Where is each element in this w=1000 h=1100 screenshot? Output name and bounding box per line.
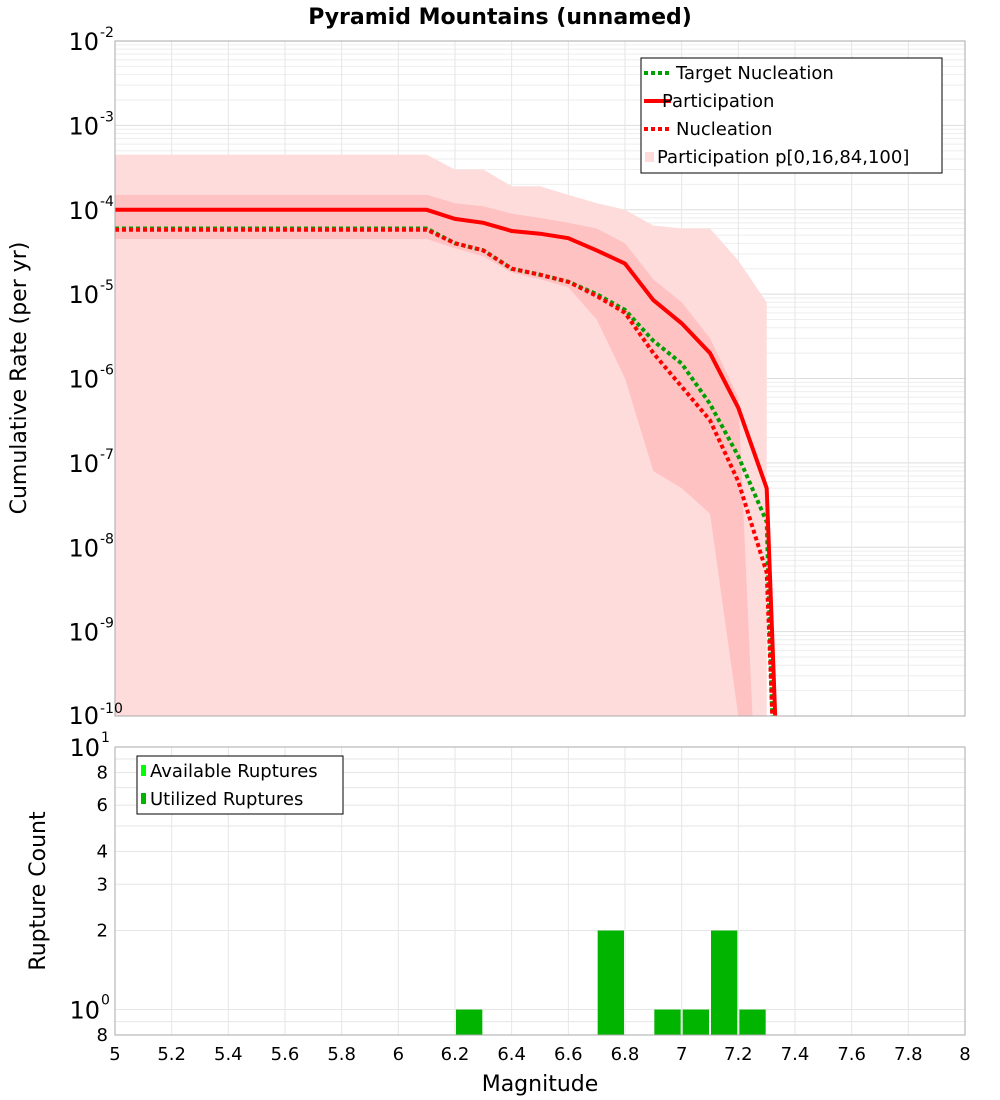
y-tick-label: 10 [69, 997, 100, 1025]
y-tick-label: 10 [68, 28, 99, 56]
y-tick-label: 8 [97, 762, 108, 783]
y-tick-label: 10 [68, 450, 99, 478]
y-tick-label: 10 [68, 534, 99, 562]
x-tick-label: 6.8 [611, 1044, 640, 1065]
chart-title: Pyramid Mountains (unnamed) [308, 5, 692, 30]
rupture-bar [597, 930, 624, 1035]
rupture-bar [711, 930, 738, 1035]
x-tick-label: 5.6 [271, 1044, 300, 1065]
x-tick-label: 5.4 [214, 1044, 243, 1065]
y-tick-label: 10 [68, 281, 99, 309]
y-tick-exponent: -6 [100, 363, 114, 379]
bottom-y-axis-label: Rupture Count [26, 811, 51, 971]
x-tick-label: 6.2 [441, 1044, 470, 1065]
y-tick-exponent: -9 [100, 616, 114, 632]
x-tick-label: 5 [109, 1044, 120, 1065]
participation-bands [115, 154, 767, 717]
rate-lines [115, 207, 778, 717]
x-tick-label: 6.6 [554, 1044, 583, 1065]
legend-swatch [645, 152, 654, 162]
bottom-legend: Available Ruptures Utilized Ruptures [136, 755, 344, 815]
top-plot: 10-210-310-410-510-610-710-810-910-10 Cu… [7, 25, 966, 730]
x-tick-label: 7.6 [837, 1044, 866, 1065]
y-tick-exponent: -10 [100, 701, 123, 717]
y-tick-label: 3 [97, 874, 108, 895]
x-tick-label: 7.8 [894, 1044, 923, 1065]
legend-label: Target Nucleation [675, 63, 834, 84]
top-legend-box [640, 57, 943, 174]
y-tick-label: 10 [68, 112, 99, 140]
legend-label: Nucleation [676, 119, 772, 140]
legend-label: Participation p[0,16,84,100] [657, 147, 909, 168]
y-tick-label: 8 [97, 1025, 108, 1046]
x-tick-label: 8 [959, 1044, 970, 1065]
top-y-ticks: 10-210-310-410-510-610-710-810-910-10 [68, 25, 122, 730]
x-tick-label: 6 [393, 1044, 404, 1065]
top-y-axis-label: Cumulative Rate (per yr) [7, 242, 32, 515]
x-axis-label: Magnitude [482, 1072, 599, 1097]
rupture-bar [456, 1009, 483, 1035]
x-tick-label: 6.4 [497, 1044, 526, 1065]
y-tick-label: 10 [69, 734, 100, 762]
y-tick-label: 2 [97, 921, 108, 942]
legend-label: Utilized Ruptures [150, 789, 303, 810]
x-ticks: 5 5.2 5.4 5.6 5.8 6 6.2 6.4 6.6 6.8 7 7.2 7.4 7.6 7.8 8 [109, 1044, 970, 1065]
x-tick-label: 7 [676, 1044, 687, 1065]
top-legend: Target Nucleation Participation Nucleation… [640, 57, 943, 174]
y-tick-label: 4 [97, 841, 108, 862]
y-tick-exponent: 0 [101, 993, 110, 1009]
y-tick-exponent: -2 [100, 25, 114, 41]
y-tick-label: 10 [68, 619, 99, 647]
legend-swatch [141, 793, 146, 804]
y-tick-label: 10 [68, 366, 99, 394]
rupture-bar [654, 1009, 681, 1035]
legend-label: Available Ruptures [150, 761, 318, 782]
y-tick-exponent: -8 [100, 531, 114, 547]
x-tick-label: 7.2 [724, 1044, 753, 1065]
x-tick-label: 7.4 [781, 1044, 810, 1065]
nucleation-line [115, 227, 775, 717]
legend-label: Participation [662, 91, 774, 112]
y-tick-label: 6 [97, 795, 108, 816]
y-tick-exponent: -4 [100, 194, 114, 210]
y-tick-exponent: -7 [100, 447, 114, 463]
y-tick-exponent: -5 [100, 278, 114, 294]
bottom-plot-frame [114, 746, 966, 1036]
rupture-bar [739, 1009, 766, 1035]
legend-swatch [141, 765, 146, 776]
participation-line [115, 207, 778, 717]
rupture-bars [456, 930, 766, 1035]
bottom-legend-box [136, 755, 344, 815]
y-tick-label: 10 [68, 197, 99, 225]
y-tick-label: 10 [68, 702, 99, 730]
rupture-bar [682, 1009, 709, 1035]
y-tick-exponent: 1 [101, 730, 110, 746]
y-tick-exponent: -3 [100, 109, 114, 125]
top-plot-frame [114, 40, 966, 717]
x-tick-label: 5.2 [157, 1044, 186, 1065]
x-tick-label: 5.8 [327, 1044, 356, 1065]
